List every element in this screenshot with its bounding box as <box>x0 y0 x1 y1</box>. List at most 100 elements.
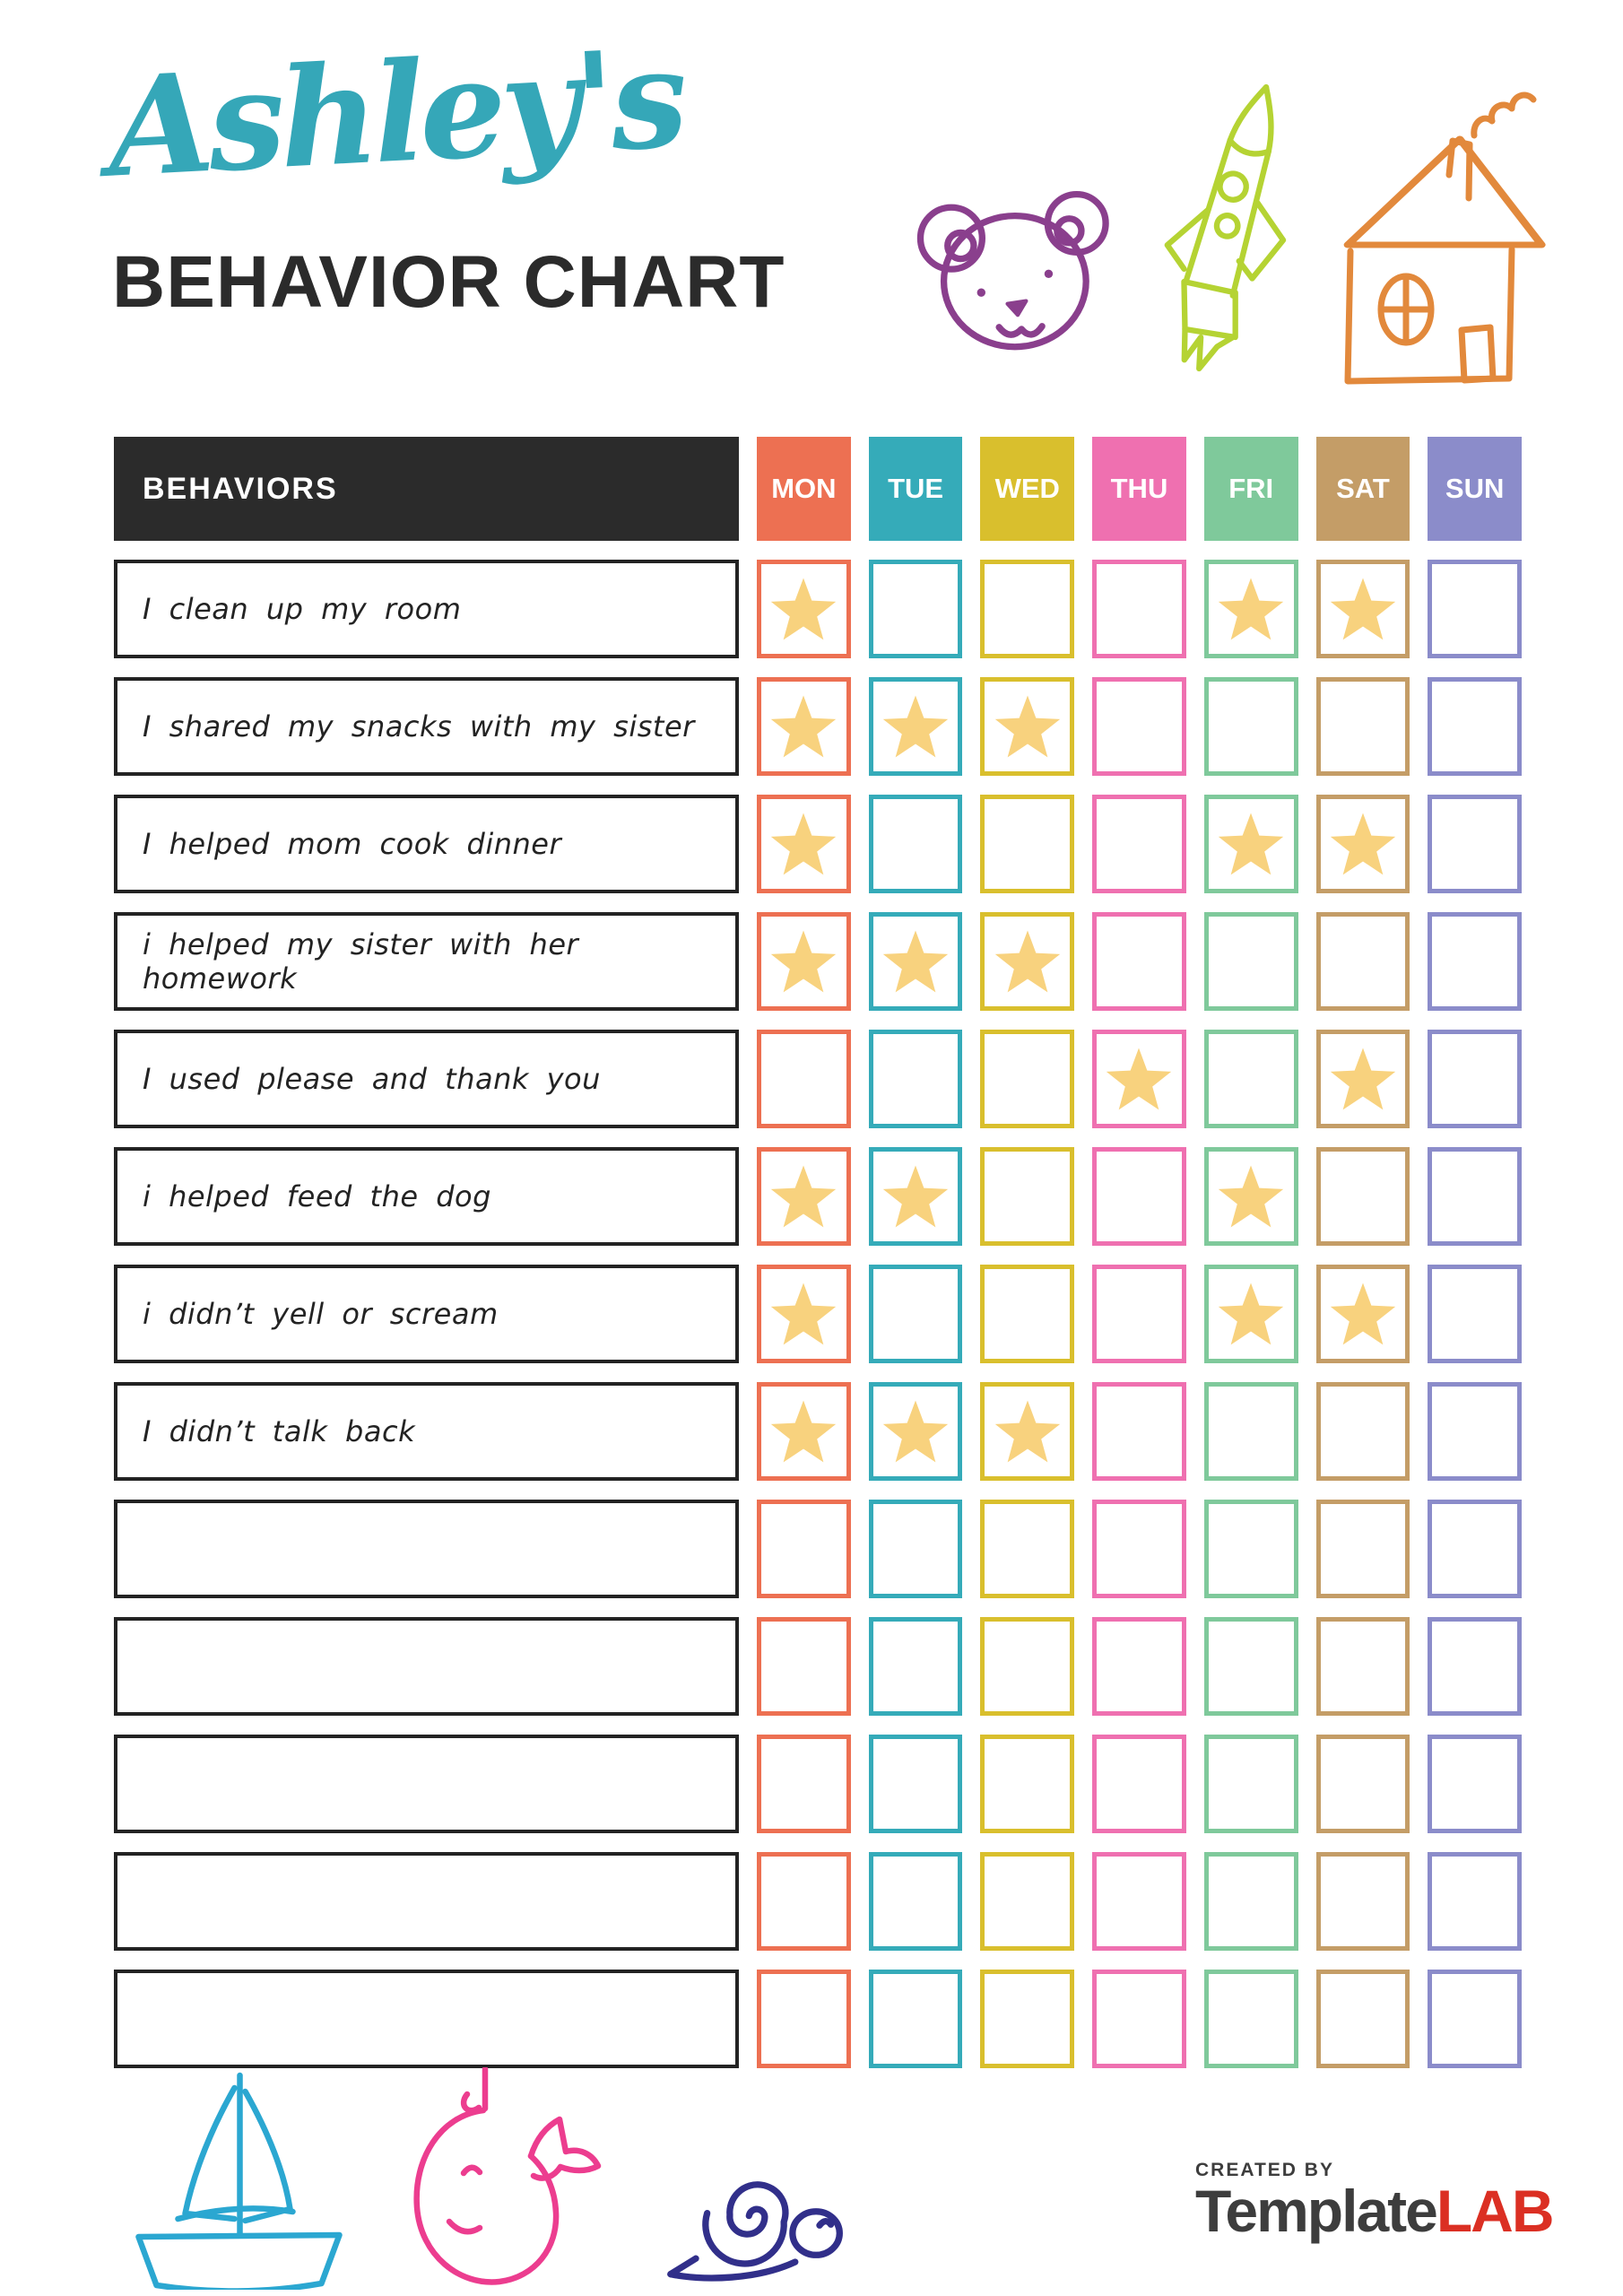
cell-row6-fri <box>1203 1147 1298 1246</box>
star-icon <box>1330 1048 1396 1109</box>
cell-row4-sat <box>1315 912 1410 1011</box>
cell-row4-sun <box>1428 912 1522 1011</box>
cell-row10-sun <box>1428 1617 1522 1716</box>
cell-row11-sun <box>1428 1735 1522 1833</box>
cell-row10-sat <box>1315 1617 1410 1716</box>
star-icon <box>771 578 837 639</box>
day-header-mon: MON <box>757 437 851 541</box>
cell-row11-thu <box>1092 1735 1186 1833</box>
cell-row7-sat <box>1315 1265 1410 1363</box>
cell-row1-wed <box>980 560 1075 658</box>
star-icon <box>1107 1048 1172 1109</box>
cell-row8-tue <box>868 1382 963 1481</box>
cell-row13-fri <box>1203 1970 1298 2068</box>
star-icon <box>771 813 837 874</box>
star-icon <box>1330 578 1396 639</box>
cell-row6-sun <box>1428 1147 1522 1246</box>
day-header-tue: TUE <box>868 437 963 541</box>
cell-row3-sat <box>1315 795 1410 893</box>
cell-row12-thu <box>1092 1852 1186 1951</box>
behavior-label-row-10 <box>114 1617 739 1716</box>
cell-row8-wed <box>980 1382 1075 1481</box>
cell-row10-thu <box>1092 1617 1186 1716</box>
cell-row13-thu <box>1092 1970 1186 2068</box>
whale-icon <box>381 2067 610 2292</box>
cell-row8-sat <box>1315 1382 1410 1481</box>
behavior-label-row-5: I used please and thank you <box>114 1030 739 1128</box>
cell-row2-wed <box>980 677 1075 776</box>
behavior-label-row-9 <box>114 1500 739 1598</box>
day-header-fri: FRI <box>1203 437 1298 541</box>
star-icon <box>771 1400 837 1462</box>
cell-row1-sat <box>1315 560 1410 658</box>
cell-row9-tue <box>868 1500 963 1598</box>
cell-row9-thu <box>1092 1500 1186 1598</box>
star-icon <box>1219 813 1284 874</box>
cell-row7-thu <box>1092 1265 1186 1363</box>
star-icon <box>994 1400 1060 1462</box>
cell-row3-fri <box>1203 795 1298 893</box>
child-name-title: Ashley's <box>103 17 687 208</box>
cell-row13-mon <box>757 1970 851 2068</box>
cell-row2-thu <box>1092 677 1186 776</box>
cell-row8-fri <box>1203 1382 1298 1481</box>
cell-row12-wed <box>980 1852 1075 1951</box>
behaviors-column-header: BEHAVIORS <box>114 437 739 541</box>
cell-row13-sun <box>1428 1970 1522 2068</box>
day-header-sun: SUN <box>1428 437 1522 541</box>
cell-row6-tue <box>868 1147 963 1246</box>
cell-row11-mon <box>757 1735 851 1833</box>
star-icon <box>882 695 949 757</box>
star-icon <box>1219 1165 1284 1227</box>
star-icon <box>994 930 1060 992</box>
cell-row9-sat <box>1315 1500 1410 1598</box>
cell-row5-sat <box>1315 1030 1410 1128</box>
behavior-label-row-7: i didn’t yell or scream <box>114 1265 739 1363</box>
star-icon <box>1219 578 1284 639</box>
templatelab-logo: CREATED BY TemplateLAB <box>1195 2160 1555 2240</box>
cell-row3-thu <box>1092 795 1186 893</box>
day-header-sat: SAT <box>1315 437 1410 541</box>
star-icon <box>882 1400 949 1462</box>
cell-row2-mon <box>757 677 851 776</box>
star-icon <box>771 1283 837 1344</box>
behavior-label-row-8: I didn’t talk back <box>114 1382 739 1481</box>
cell-row5-wed <box>980 1030 1075 1128</box>
cell-row5-thu <box>1092 1030 1186 1128</box>
brand-name: TemplateLAB <box>1195 2181 1555 2240</box>
behavior-label-row-11 <box>114 1735 739 1833</box>
cell-row12-fri <box>1203 1852 1298 1951</box>
behavior-label-row-13 <box>114 1970 739 2068</box>
cell-row9-fri <box>1203 1500 1298 1598</box>
cell-row13-sat <box>1315 1970 1410 2068</box>
cell-row10-fri <box>1203 1617 1298 1716</box>
cell-row3-wed <box>980 795 1075 893</box>
cell-row3-tue <box>868 795 963 893</box>
cell-row7-tue <box>868 1265 963 1363</box>
star-icon <box>1330 1283 1396 1344</box>
cell-row6-sat <box>1315 1147 1410 1246</box>
cell-row12-tue <box>868 1852 963 1951</box>
cell-row1-tue <box>868 560 963 658</box>
star-icon <box>771 1165 837 1227</box>
teddy-bear-icon <box>910 179 1125 354</box>
star-icon <box>771 930 837 992</box>
cell-row9-mon <box>757 1500 851 1598</box>
page-title: BEHAVIOR CHART <box>112 241 785 323</box>
cell-row6-mon <box>757 1147 851 1246</box>
cell-row7-fri <box>1203 1265 1298 1363</box>
cell-row9-sun <box>1428 1500 1522 1598</box>
cell-row8-thu <box>1092 1382 1186 1481</box>
cell-row12-sat <box>1315 1852 1410 1951</box>
cell-row7-wed <box>980 1265 1075 1363</box>
cell-row4-tue <box>868 912 963 1011</box>
cell-row12-sun <box>1428 1852 1522 1951</box>
cell-row4-mon <box>757 912 851 1011</box>
cell-row12-mon <box>757 1852 851 1951</box>
cell-row2-sat <box>1315 677 1410 776</box>
day-header-thu: THU <box>1092 437 1186 541</box>
cell-row7-mon <box>757 1265 851 1363</box>
created-by-label: CREATED BY <box>1195 2160 1334 2180</box>
cell-row1-thu <box>1092 560 1186 658</box>
star-icon <box>882 1165 949 1227</box>
